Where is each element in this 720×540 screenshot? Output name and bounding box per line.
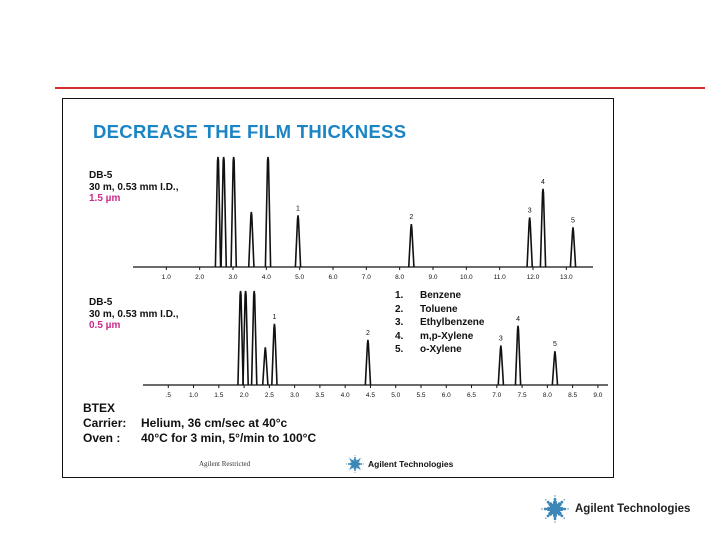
tick-label: 6.0 bbox=[328, 274, 337, 279]
chromatogram-peak bbox=[247, 211, 255, 268]
chromatogram-peak bbox=[539, 188, 547, 268]
chromatogram-peak bbox=[230, 156, 238, 268]
chromatogram-peak bbox=[407, 224, 415, 268]
tick-label: 7.0 bbox=[362, 274, 371, 279]
tick-label: 8.0 bbox=[543, 392, 552, 399]
tick-label: 5.5 bbox=[416, 392, 425, 399]
tick-label: 3.0 bbox=[228, 274, 237, 279]
chromatogram-peak bbox=[514, 325, 522, 386]
chromatogram-peak bbox=[250, 290, 258, 386]
tick-label: 4.0 bbox=[341, 392, 350, 399]
peak-label: 3 bbox=[528, 208, 532, 215]
tick-label: .5 bbox=[166, 392, 172, 399]
peak-label: 3 bbox=[499, 336, 503, 343]
column-dims: 30 m, 0.53 mm I.D., bbox=[89, 181, 179, 193]
tick-label: 1.0 bbox=[189, 392, 198, 399]
peak-label: 1 bbox=[296, 205, 300, 212]
tick-label: 7.0 bbox=[492, 392, 501, 399]
chromatogram-peak bbox=[294, 215, 302, 268]
peak-label: 2 bbox=[366, 330, 370, 337]
tick-label: 9.0 bbox=[428, 274, 437, 279]
chromatogram-peak bbox=[261, 347, 269, 386]
tick-label: 1.0 bbox=[162, 274, 171, 279]
legend-item: 1. Benzene bbox=[395, 290, 462, 301]
chromatogram-peak bbox=[364, 339, 372, 386]
tick-label: 3.5 bbox=[315, 392, 324, 399]
peak-label: 5 bbox=[571, 217, 575, 224]
chromatogram-peak bbox=[264, 156, 272, 268]
inner-logo: Agilent Technologies bbox=[345, 454, 453, 474]
tick-label: 8.0 bbox=[395, 274, 404, 279]
chromatogram-peak bbox=[526, 217, 534, 268]
oven-label: Oven : bbox=[83, 431, 121, 445]
tick-label: 2.0 bbox=[195, 274, 204, 279]
slide-title: DECREASE THE FILM THICKNESS bbox=[93, 121, 407, 142]
film-thickness: 0.5 µm bbox=[89, 320, 121, 331]
corner-logo: Agilent Technologies bbox=[540, 494, 690, 524]
chromatogram-peak bbox=[220, 156, 228, 268]
carrier-label: Carrier: bbox=[83, 416, 127, 430]
tick-label: 12.0 bbox=[527, 274, 540, 279]
tick-label: 6.0 bbox=[442, 392, 451, 399]
tick-label: 9.0 bbox=[593, 392, 602, 399]
tick-label: 2.0 bbox=[240, 392, 249, 399]
peak-label: 1 bbox=[272, 314, 276, 321]
column-label-top: DB-5 30 m, 0.53 mm I.D., 1.5 µm bbox=[89, 170, 179, 205]
legend-item: 4. m,p-Xylene bbox=[395, 330, 474, 342]
agilent-spark-icon bbox=[541, 495, 569, 523]
agilent-spark-icon bbox=[346, 455, 364, 473]
tick-label: 13.0 bbox=[560, 274, 573, 279]
header-rule bbox=[55, 87, 705, 89]
legend-item: 3. Ethylbenzene bbox=[395, 317, 485, 328]
chromatogram-peak bbox=[497, 345, 505, 386]
oven-value: 40°C for 3 min, 5°/min to 100°C bbox=[141, 431, 317, 445]
column-name: DB-5 bbox=[89, 170, 113, 181]
spark-dots bbox=[346, 455, 364, 473]
restricted-label: Agilent Restricted bbox=[199, 460, 251, 468]
sample-name: BTEX bbox=[83, 401, 116, 415]
brand-name: Agilent Technologies bbox=[575, 503, 691, 515]
tick-label: 5.0 bbox=[391, 392, 400, 399]
chromatogram-peak bbox=[237, 290, 244, 386]
chromatogram-peak bbox=[271, 323, 278, 386]
tick-label: 10.0 bbox=[460, 274, 473, 279]
tick-label: 3.0 bbox=[290, 392, 299, 399]
carrier-value: Helium, 36 cm/sec at 40°c bbox=[141, 416, 288, 430]
legend-item: 2. Toluene bbox=[395, 303, 458, 315]
chromatogram-peak bbox=[242, 290, 250, 386]
chromatogram-peak bbox=[214, 156, 222, 268]
tick-label: 6.5 bbox=[467, 392, 476, 399]
column-dims: 30 m, 0.53 mm I.D., bbox=[89, 308, 179, 320]
compound-legend: 1. Benzene 2. Toluene 3. Ethylbenzene 4. m,p… bbox=[395, 289, 484, 357]
chromatogram-top: 1.0 2.0 3.0 4.0 5.0 6.0 7.0 8.0 9.0 10.0 11.0 12.0 1… bbox=[133, 156, 593, 279]
brand-name: Agilent Technologies bbox=[368, 459, 454, 469]
tick-label: 8.5 bbox=[568, 392, 577, 399]
chromatogram-peak bbox=[551, 351, 559, 386]
column-label-bottom: DB-5 30 m, 0.53 mm I.D., 0.5 µm bbox=[89, 297, 179, 332]
tick-label: 5.0 bbox=[295, 274, 304, 279]
legend-item: 5. o-Xylene bbox=[395, 344, 462, 355]
run-conditions: BTEX Carrier: Helium, 36 cm/sec at 40°c O… bbox=[83, 401, 316, 446]
slide-panel: DECREASE THE FILM THICKNESS DB-5 30 m, 0… bbox=[62, 98, 614, 478]
tick-label: 11.0 bbox=[494, 274, 507, 279]
tick-label: 4.5 bbox=[366, 392, 375, 399]
column-name: DB-5 bbox=[89, 297, 113, 308]
tick-label: 7.5 bbox=[518, 392, 527, 399]
chromatogram-peak bbox=[569, 227, 577, 268]
tick-label: 2.5 bbox=[265, 392, 274, 399]
tick-label: 4.0 bbox=[262, 274, 271, 279]
peak-label: 2 bbox=[409, 214, 413, 221]
peak-label: 5 bbox=[553, 341, 557, 348]
peak-label: 4 bbox=[516, 316, 520, 323]
spark-dots bbox=[541, 495, 569, 523]
chromatogram-bottom: .5 1.0 1.5 2.0 2.5 3.0 3.5 4.0 4.5 5.0 5.5 6.0 6.5 7.… bbox=[143, 290, 608, 399]
film-thickness: 1.5 µm bbox=[89, 193, 121, 204]
peak-label: 4 bbox=[541, 179, 545, 186]
tick-label: 1.5 bbox=[214, 392, 223, 399]
